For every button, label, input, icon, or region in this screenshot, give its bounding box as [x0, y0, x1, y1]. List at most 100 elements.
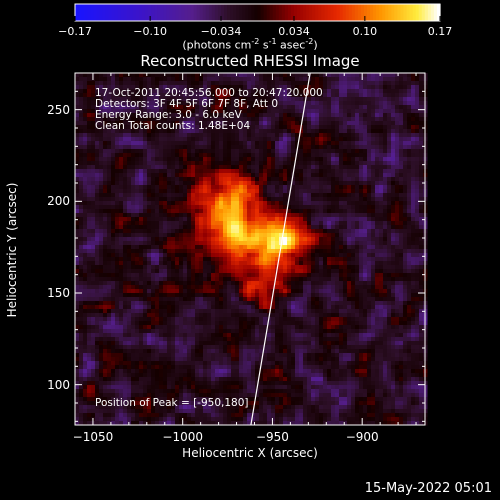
- heatmap-cell: [183, 269, 188, 274]
- heatmap-cell: [243, 121, 248, 126]
- heatmap-cell: [163, 225, 168, 230]
- heatmap-cell: [203, 153, 208, 158]
- colorbar-segment: [214, 4, 219, 21]
- heatmap-cell: [211, 237, 216, 242]
- heatmap-cell: [395, 233, 400, 238]
- heatmap-cell: [151, 273, 156, 278]
- heatmap-cell: [159, 225, 164, 230]
- heatmap-cell: [323, 281, 328, 286]
- heatmap-cell: [291, 97, 296, 102]
- heatmap-cell: [383, 245, 388, 250]
- heatmap-cell: [271, 73, 276, 78]
- heatmap-cell: [375, 81, 380, 86]
- heatmap-cell: [275, 201, 280, 206]
- heatmap-cell: [155, 173, 160, 178]
- heatmap-cell: [411, 221, 416, 226]
- heatmap-cell: [127, 229, 132, 234]
- heatmap-cell: [147, 197, 152, 202]
- heatmap-cell: [399, 209, 404, 214]
- heatmap-cell: [191, 165, 196, 170]
- heatmap-cell: [135, 197, 140, 202]
- heatmap-cell: [403, 201, 408, 206]
- heatmap-cell: [395, 185, 400, 190]
- heatmap-cell: [383, 161, 388, 166]
- heatmap-cell: [119, 245, 124, 250]
- heatmap-cell: [403, 217, 408, 222]
- heatmap-cell: [403, 73, 408, 78]
- heatmap-cell: [211, 185, 216, 190]
- heatmap-cell: [135, 225, 140, 230]
- heatmap-cell: [263, 117, 268, 122]
- heatmap-cell: [215, 285, 220, 290]
- heatmap-cell: [243, 153, 248, 158]
- heatmap-cell: [339, 141, 344, 146]
- heatmap-cell: [123, 89, 128, 94]
- heatmap-cell: [259, 89, 264, 94]
- heatmap-cell: [343, 73, 348, 78]
- heatmap-cell: [199, 197, 204, 202]
- heatmap-cell: [195, 245, 200, 250]
- heatmap-cell: [179, 289, 184, 294]
- heatmap-cell: [211, 261, 216, 266]
- heatmap-cell: [155, 93, 160, 98]
- heatmap-cell: [335, 133, 340, 138]
- heatmap-cell: [175, 257, 180, 262]
- heatmap-cell: [391, 77, 396, 82]
- heatmap-cell: [103, 109, 108, 114]
- heatmap-cell: [307, 109, 312, 114]
- heatmap-cell: [407, 117, 412, 122]
- heatmap-cell: [91, 193, 96, 198]
- heatmap-cell: [215, 97, 220, 102]
- heatmap-cell: [419, 261, 424, 266]
- heatmap-cell: [319, 249, 324, 254]
- heatmap-cell: [275, 101, 280, 106]
- heatmap-cell: [231, 253, 236, 258]
- heatmap-cell: [303, 169, 308, 174]
- heatmap-cell: [267, 197, 272, 202]
- heatmap-cell: [75, 109, 80, 114]
- heatmap-cell: [363, 181, 368, 186]
- heatmap-cell: [243, 117, 248, 122]
- colorbar-segment: [397, 4, 402, 21]
- heatmap-cell: [195, 113, 200, 118]
- heatmap-cell: [119, 141, 124, 146]
- heatmap-cell: [415, 197, 420, 202]
- heatmap-cell: [263, 277, 268, 282]
- heatmap-cell: [155, 161, 160, 166]
- heatmap-cell: [87, 189, 92, 194]
- heatmap-cell: [135, 125, 140, 130]
- heatmap-cell: [191, 213, 196, 218]
- heatmap-cell: [207, 125, 212, 130]
- heatmap-cell: [195, 85, 200, 90]
- heatmap-cell: [187, 265, 192, 270]
- heatmap-cell: [195, 193, 200, 198]
- heatmap-cell: [363, 185, 368, 190]
- heatmap-cell: [263, 281, 268, 286]
- heatmap-cell: [415, 285, 420, 290]
- heatmap-cell: [391, 269, 396, 274]
- heatmap-cell: [399, 217, 404, 222]
- heatmap-cell: [255, 133, 260, 138]
- heatmap-cell: [323, 185, 328, 190]
- heatmap-cell: [355, 177, 360, 182]
- heatmap-cell: [147, 133, 152, 138]
- heatmap-cell: [415, 209, 420, 214]
- heatmap-cell: [315, 161, 320, 166]
- heatmap-cell: [143, 97, 148, 102]
- heatmap-cell: [139, 109, 144, 114]
- heatmap-cell: [263, 273, 268, 278]
- heatmap-cell: [211, 241, 216, 246]
- heatmap-cell: [383, 73, 388, 78]
- heatmap-cell: [195, 101, 200, 106]
- heatmap-cell: [147, 109, 152, 114]
- heatmap-cell: [331, 265, 336, 270]
- heatmap-cell: [123, 293, 128, 298]
- heatmap-cell: [323, 169, 328, 174]
- heatmap-cell: [83, 101, 88, 106]
- heatmap-cell: [167, 145, 172, 150]
- heatmap-cell: [371, 113, 376, 118]
- heatmap-cell: [367, 209, 372, 214]
- heatmap-cell: [155, 125, 160, 130]
- heatmap-cell: [339, 125, 344, 130]
- heatmap-cell: [267, 201, 272, 206]
